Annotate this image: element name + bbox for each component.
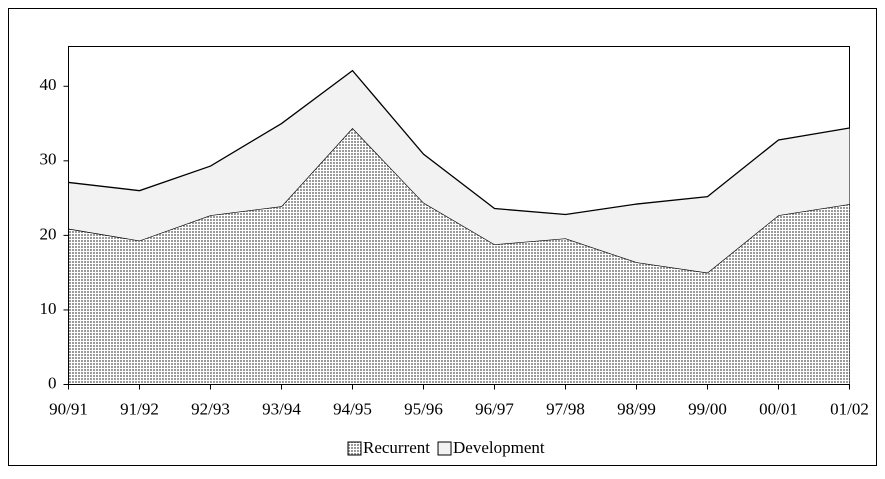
chart-frame [8, 8, 877, 466]
x-tick-label: 95/96 [404, 399, 443, 418]
y-tick-label: 30 [40, 150, 57, 169]
legend-label: Development [453, 438, 545, 457]
area-line [68, 69, 850, 216]
legend-swatch [437, 441, 452, 456]
y-tick-label: 20 [40, 224, 57, 243]
x-tick-label: 94/95 [333, 399, 372, 418]
y-tick-label: 40 [40, 75, 57, 94]
x-tick-label: 91/92 [120, 399, 159, 418]
x-tick-label: 01/02 [830, 399, 869, 418]
x-tick-label: 92/93 [191, 399, 230, 418]
area [68, 70, 850, 273]
x-tick-label: 90/91 [49, 399, 88, 418]
x-tick-label: 96/97 [475, 399, 514, 418]
y-tick-label: 0 [48, 373, 57, 392]
legend-label: Recurrent [363, 438, 430, 457]
x-tick-label: 98/99 [617, 399, 656, 418]
x-tick-label: 99/00 [688, 399, 727, 418]
x-tick-label: 00/01 [759, 399, 798, 418]
area [68, 128, 850, 385]
x-tick-label: 93/94 [262, 399, 301, 418]
y-tick-label: 10 [40, 299, 57, 318]
x-tick-label: 97/98 [546, 399, 585, 418]
legend-swatch [347, 441, 362, 456]
